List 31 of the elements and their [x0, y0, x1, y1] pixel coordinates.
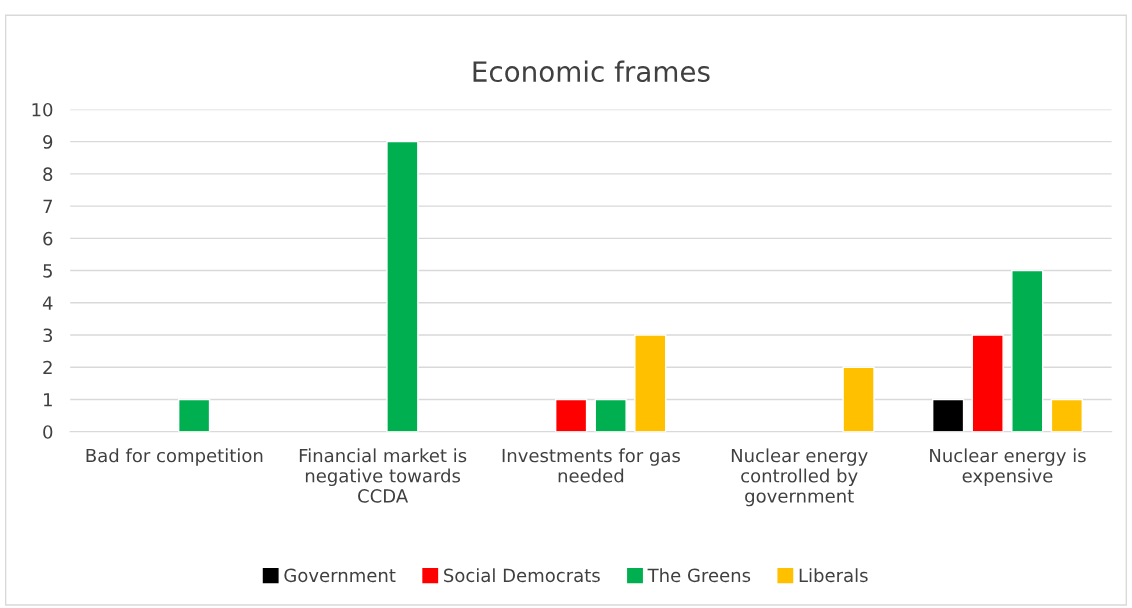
bar [554, 398, 588, 432]
legend-label: Government [284, 568, 396, 583]
x-tick-label: Nuclear energy controlled by government [731, 448, 868, 507]
bar [386, 140, 419, 432]
y-tick-label: 6 [43, 231, 53, 246]
bar [634, 334, 667, 432]
y-tick-label: 0 [43, 425, 53, 439]
y-tick-label: 7 [43, 199, 52, 213]
bar [1050, 398, 1083, 432]
y-tick-label: 4 [42, 296, 53, 310]
bar [971, 334, 1004, 432]
x-tick-label: Nuclear energy is expensive [930, 448, 1086, 487]
chart-title: Economic frames [473, 60, 710, 83]
bar [177, 398, 211, 432]
legend-label: Social Democrats [444, 568, 600, 583]
y-tick-label: 3 [43, 328, 53, 343]
y-tick-label: 8 [43, 167, 53, 181]
x-tick-label: Investments for gas needed [502, 448, 680, 483]
bar [842, 366, 875, 432]
bar [594, 398, 627, 432]
bar [1011, 269, 1044, 432]
x-tick-label: Bad for competition [86, 448, 263, 466]
y-tick-label: 1 [44, 393, 52, 407]
x-tick-label: Financial market is negative towards CCDA [299, 448, 467, 503]
legend-label: The Greens [647, 568, 751, 583]
y-tick-label: 2 [43, 360, 52, 375]
y-tick-label: 10 [32, 102, 53, 117]
y-tick-label: 5 [43, 264, 52, 278]
y-tick-label: 9 [43, 135, 53, 149]
bar [931, 398, 965, 432]
legend-label: Liberals [799, 568, 868, 583]
